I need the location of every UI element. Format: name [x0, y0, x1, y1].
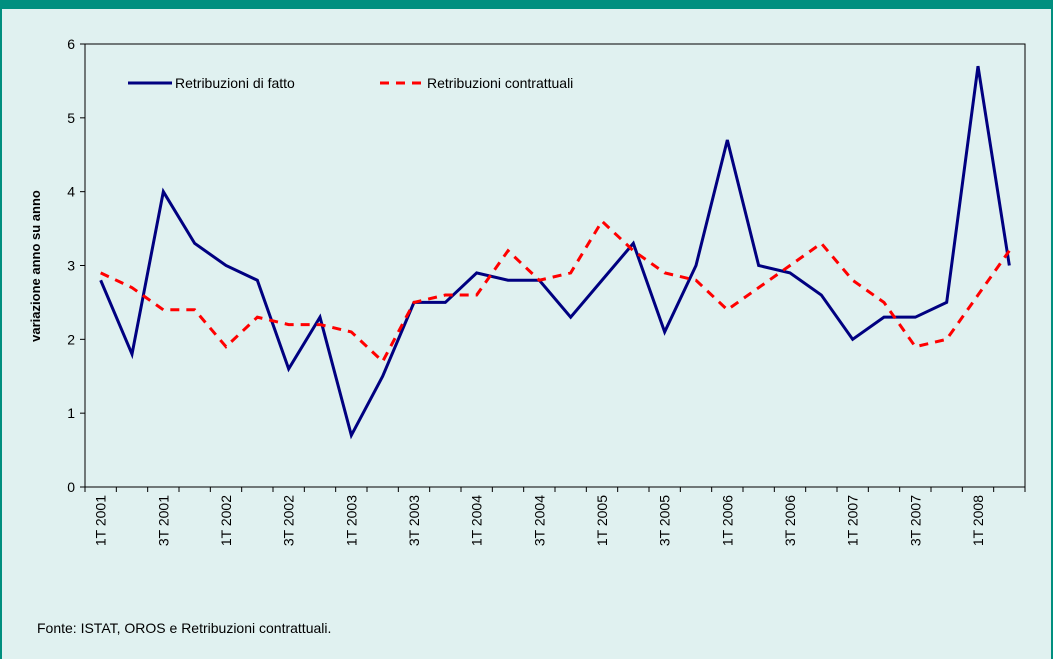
- source: Fonte: ISTAT, OROS e Retribuzioni contra…: [37, 620, 331, 636]
- x-tick-label: 1T 2003: [343, 495, 359, 546]
- x-tick-label: 1T 2001: [93, 495, 109, 546]
- x-tick-label: 1T 2008: [970, 495, 986, 546]
- y-tick-label: 6: [67, 36, 75, 52]
- x-tick-label: 3T 2002: [281, 495, 297, 546]
- y-tick-label: 1: [67, 405, 75, 421]
- x-tick-label: 3T 2006: [782, 495, 798, 546]
- x-tick-label: 3T 2001: [155, 495, 171, 546]
- y-tick-label: 3: [67, 258, 75, 274]
- legend-label: Retribuzioni contrattuali: [427, 75, 573, 91]
- x-tick-label: 1T 2005: [594, 495, 610, 546]
- x-tick-label: 3T 2005: [657, 495, 673, 546]
- x-tick-label: 3T 2003: [406, 495, 422, 546]
- y-tick-label: 0: [67, 479, 75, 495]
- background: [2, 9, 1051, 659]
- y-tick-label: 5: [67, 110, 75, 126]
- x-tick-label: 1T 2002: [218, 495, 234, 546]
- x-tick-label: 3T 2004: [531, 495, 547, 546]
- x-tick-label: 3T 2007: [907, 495, 923, 546]
- y-axis-label: variazione anno su anno: [28, 190, 43, 342]
- x-tick-label: 1T 2004: [469, 495, 485, 546]
- series-line: [99, 65, 1011, 440]
- y-tick-label: 4: [67, 184, 75, 200]
- y-tick-label: 2: [67, 331, 75, 347]
- x-tick-label: 1T 2007: [845, 495, 861, 546]
- legend-label: Retribuzioni di fatto: [175, 75, 295, 91]
- series-line: [100, 218, 1011, 364]
- x-tick-label: 1T 2006: [719, 495, 735, 546]
